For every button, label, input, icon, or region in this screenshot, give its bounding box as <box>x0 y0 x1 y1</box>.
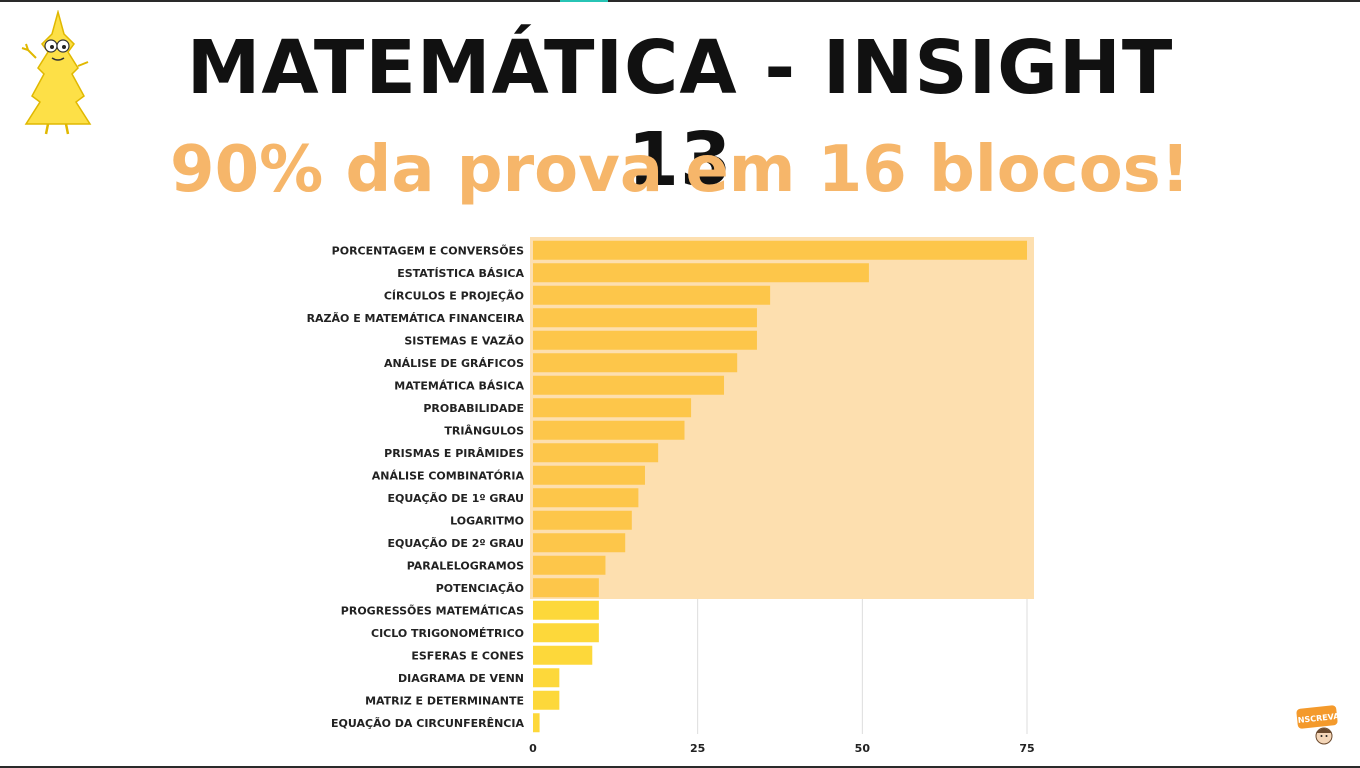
bar <box>533 713 540 733</box>
bar <box>533 398 692 418</box>
bar <box>533 600 599 620</box>
category-label: POTENCIAÇÃO <box>436 582 524 595</box>
page-subtitle: 90% da prova em 16 blocos! <box>170 133 1190 207</box>
category-label: EQUAÇÃO DA CIRCUNFERÊNCIA <box>331 717 524 730</box>
bar <box>533 510 632 530</box>
bar <box>533 353 738 373</box>
category-label: ANÁLISE COMBINATÓRIA <box>372 469 525 482</box>
mascot-character-icon <box>21 10 92 135</box>
category-label: PARALELOGRAMOS <box>407 559 524 572</box>
bar <box>533 488 639 508</box>
bar <box>533 375 725 395</box>
bar <box>533 578 599 598</box>
x-tick-label: 50 <box>855 742 871 755</box>
progress-accent <box>560 0 608 2</box>
category-label: LOGARITMO <box>450 514 524 527</box>
category-label: CÍRCULOS E PROJEÇÃO <box>384 289 524 302</box>
x-tick-label: 75 <box>1019 742 1034 755</box>
category-label: ESFERAS E CONES <box>411 649 524 662</box>
category-label: ESTATÍSTICA BÁSICA <box>397 267 524 280</box>
category-label: RAZÃO E MATEMÁTICA FINANCEIRA <box>307 312 525 325</box>
bar <box>533 308 757 328</box>
bar <box>533 623 599 643</box>
category-label: CICLO TRIGONOMÉTRICO <box>371 627 524 640</box>
category-label: ANÁLISE DE GRÁFICOS <box>384 357 524 370</box>
x-tick-label: 0 <box>529 742 537 755</box>
subscribe-badge-icon[interactable]: INSCREVA <box>1296 704 1340 746</box>
bar <box>533 668 560 688</box>
bar <box>533 690 560 710</box>
category-label: SISTEMAS E VAZÃO <box>404 334 524 347</box>
bar <box>533 330 757 350</box>
category-label: PORCENTAGEM E CONVERSÕES <box>332 244 524 257</box>
bar <box>533 645 593 665</box>
category-label: DIAGRAMA DE VENN <box>398 672 524 685</box>
category-label: PRISMAS E PIRÂMIDES <box>384 447 524 460</box>
category-label: PROGRESSÕES MATEMÁTICAS <box>341 604 524 617</box>
bar <box>533 420 685 440</box>
top-border <box>0 0 1360 2</box>
bar <box>533 240 1027 260</box>
category-label: TRIÂNGULOS <box>444 424 524 437</box>
bar <box>533 465 645 485</box>
bar <box>533 555 606 575</box>
bar <box>533 263 869 283</box>
x-tick-label: 25 <box>690 742 705 755</box>
category-label: MATRIZ E DETERMINANTE <box>365 694 524 707</box>
bar <box>533 443 659 463</box>
category-label: PROBABILIDADE <box>423 402 524 415</box>
category-label: MATEMÁTICA BÁSICA <box>394 379 524 392</box>
page-title: MATEMÁTICA - INSIGHT 13 <box>186 25 1174 203</box>
category-label: EQUAÇÃO DE 1º GRAU <box>387 492 524 505</box>
bar <box>533 285 771 305</box>
bottom-border <box>0 766 1360 768</box>
bar <box>533 533 626 553</box>
category-label: EQUAÇÃO DE 2º GRAU <box>387 537 524 550</box>
bar-chart: PORCENTAGEM E CONVERSÕES ESTATÍSTICA BÁSI… <box>307 237 1035 755</box>
